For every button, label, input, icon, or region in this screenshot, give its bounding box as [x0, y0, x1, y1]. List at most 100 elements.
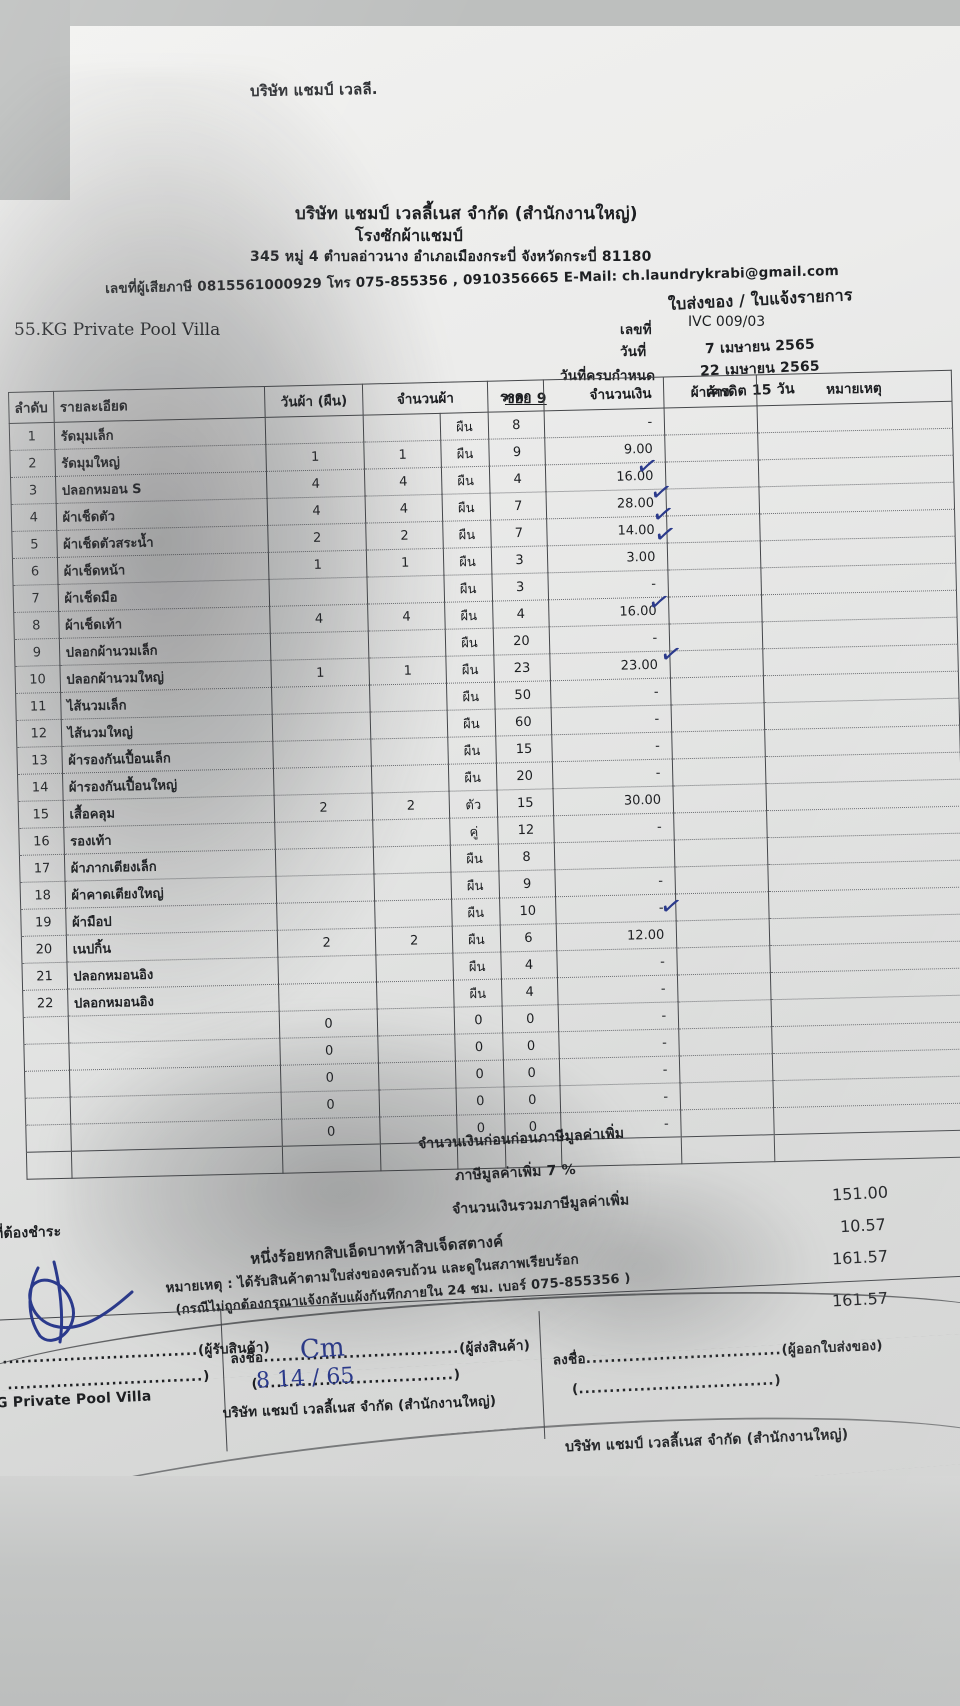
cell-price: 0 — [502, 1004, 559, 1034]
cell-unit: 0 — [454, 1033, 504, 1062]
cell-unit: 0 — [455, 1060, 504, 1089]
cell-qty — [367, 575, 445, 605]
cell-pending — [665, 432, 758, 463]
cell-amount: - — [551, 731, 673, 762]
label-doc-date: วันที่ — [620, 344, 647, 360]
cell-unit: ผืน — [447, 709, 496, 738]
cell-amount: 3.00 — [547, 543, 669, 573]
cell-qty — [378, 1061, 456, 1090]
cell-no: 2 — [9, 449, 56, 478]
cell-bags: 4 — [267, 496, 366, 526]
cell-bags: 2 — [274, 793, 373, 823]
cell-pending — [666, 513, 760, 544]
cell-price: 8 — [498, 842, 555, 872]
cell-no: 22 — [22, 989, 68, 1018]
company-subtitle: โรงซักผ้าแชมป์ — [355, 226, 463, 245]
desk-background-top — [0, 0, 960, 26]
header-qty: จำนวนผ้า — [362, 381, 489, 416]
cell-pending — [674, 837, 768, 867]
header-description: รายละเอียด — [53, 386, 266, 423]
label-due-date: วันที่ครบกำหนด — [560, 368, 656, 384]
cell-pending — [665, 459, 759, 490]
header-no: ลำดับ — [8, 391, 54, 424]
header-price: ราคา — [487, 379, 545, 413]
cell-price: 20 — [496, 761, 553, 791]
cell-price: 15 — [495, 734, 553, 764]
cell-no: 21 — [21, 962, 68, 991]
cell-bags: 0 — [281, 1089, 380, 1120]
cell-pending — [673, 783, 767, 813]
sender-company: บริษัท แชมป์ เวลลี้เนส จำกัด (สำนักงานให… — [222, 1393, 497, 1422]
cell-bags: 1 — [268, 550, 368, 580]
cell-amount: - — [557, 974, 679, 1005]
cell-qty — [370, 710, 448, 740]
cell-amount: - — [559, 1082, 681, 1113]
cell-price: 4 — [489, 464, 546, 494]
cell-qty — [369, 683, 448, 713]
items-table-wrapper: ลำดับ รายละเอียด วันผ้า (ผืน) จำนวนผ้า ร… — [8, 370, 960, 1180]
cell-unit: ผืน — [440, 439, 490, 468]
cell-bags: 0 — [280, 1062, 380, 1093]
cell-pending — [666, 486, 760, 517]
cell-amount: - — [552, 758, 674, 789]
handwritten-top-note: บริษัท แชมป์ เวลลี. — [249, 79, 378, 101]
cell-pending — [668, 567, 762, 597]
cell-bags: 4 — [266, 469, 366, 499]
cell-price: 15 — [496, 788, 554, 818]
cell-bags: 0 — [279, 1035, 379, 1066]
cell-unit: ผืน — [444, 601, 494, 630]
desk-background-left — [0, 0, 70, 200]
cell-price: 7 — [490, 518, 548, 548]
cell-no: 5 — [11, 530, 57, 559]
cell-bags: 0 — [281, 1116, 381, 1147]
cell-amount: - — [553, 812, 675, 843]
desk-background-bottom — [0, 1476, 960, 1706]
company-address: 345 หมู่ 4 ตำบลอ่าวนาง อำเภอเมืองกระบี่ … — [250, 249, 652, 265]
cell-qty: 4 — [367, 602, 446, 632]
cell-unit: คู่ — [449, 817, 499, 846]
cell-pending — [680, 1080, 774, 1110]
cell-qty: 1 — [369, 656, 447, 686]
cell-unit: ผืน — [446, 682, 496, 711]
cell-qty: 4 — [364, 467, 442, 497]
cell-unit: ผืน — [441, 493, 491, 522]
cell-pending — [673, 810, 767, 840]
cell-bags: 2 — [267, 523, 367, 553]
cell-price: 60 — [495, 707, 552, 737]
value-doc-number: IVC 009/03 — [688, 314, 766, 330]
cell-qty — [363, 413, 441, 443]
cell-pending — [679, 1026, 772, 1056]
company-name: บริษัท แชมป์ เวลลี้เนส จำกัด (สำนักงานให… — [295, 204, 638, 224]
cell-bags: 2 — [277, 927, 377, 958]
cell-price: 9 — [488, 437, 546, 467]
cell-unit: ผืน — [445, 655, 495, 684]
cell-qty — [371, 764, 449, 794]
cell-pending — [676, 918, 770, 948]
cell-qty: 1 — [364, 440, 442, 470]
subtotal-value: 151.00 — [831, 1182, 889, 1205]
sender-paren-close: ) — [453, 1366, 461, 1384]
cell-no: 16 — [18, 827, 64, 856]
cell-pending — [672, 729, 765, 759]
total-remarks — [773, 1130, 960, 1162]
cell-bags: 0 — [279, 1008, 379, 1039]
cell-no: 11 — [15, 692, 61, 721]
cell-price: 23 — [493, 653, 551, 683]
cell-qty: 2 — [375, 926, 453, 955]
cell-unit: ผืน — [442, 520, 492, 549]
cell-unit: ผืน — [448, 763, 497, 792]
cell-pending — [677, 945, 770, 975]
cell-no: 4 — [11, 503, 57, 532]
cell-no: 9 — [14, 638, 60, 667]
cell-price: 0 — [503, 1085, 561, 1115]
cell-bags — [271, 685, 371, 715]
cell-qty — [371, 737, 449, 767]
cell-unit: ผืน — [450, 871, 500, 900]
cell-unit: ตัว — [448, 790, 498, 819]
total-label — [70, 1146, 283, 1179]
cell-unit: ผืน — [443, 574, 493, 603]
cell-no: 18 — [20, 881, 66, 910]
cell-price: 4 — [501, 977, 559, 1007]
cell-no: 12 — [16, 719, 62, 748]
cell-no: 15 — [18, 800, 64, 829]
